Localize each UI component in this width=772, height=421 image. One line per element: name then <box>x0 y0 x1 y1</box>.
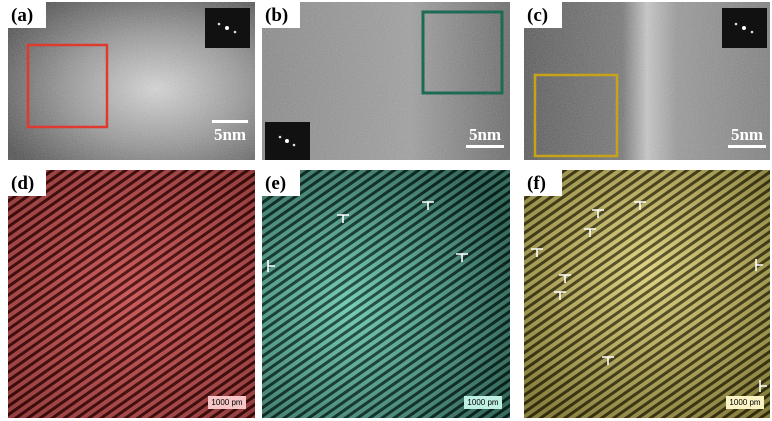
panel-a <box>8 2 255 160</box>
dislocations <box>531 201 767 392</box>
scale-bar-label: 1000 pm <box>729 398 760 407</box>
scale-bar-label: 1000 pm <box>467 398 498 407</box>
panel-label: (f) <box>527 173 546 194</box>
panel-b <box>262 2 510 160</box>
panel-label-bg <box>8 170 46 196</box>
panel-label-bg <box>262 170 300 196</box>
panel-label: (c) <box>527 5 548 26</box>
panel-label: (a) <box>11 5 33 26</box>
scale-bar-label: 1000 pm <box>211 398 242 407</box>
panel-label: (e) <box>265 173 286 194</box>
panel-label-bg <box>524 2 562 28</box>
scale-bar-label: 5nm <box>214 125 246 144</box>
panel-c <box>524 2 770 160</box>
panel-label-bg <box>524 170 562 196</box>
panel-f <box>524 170 770 418</box>
panel-label: (b) <box>265 5 288 26</box>
panel-d <box>8 170 255 418</box>
panel-e <box>262 170 510 418</box>
scale-bar-label: 5nm <box>469 125 501 144</box>
panel-label-bg <box>262 2 300 28</box>
dislocations <box>267 201 468 272</box>
panel-label-bg <box>8 2 46 28</box>
panel-label: (d) <box>11 173 34 194</box>
scale-bar-label: 5nm <box>731 125 763 144</box>
